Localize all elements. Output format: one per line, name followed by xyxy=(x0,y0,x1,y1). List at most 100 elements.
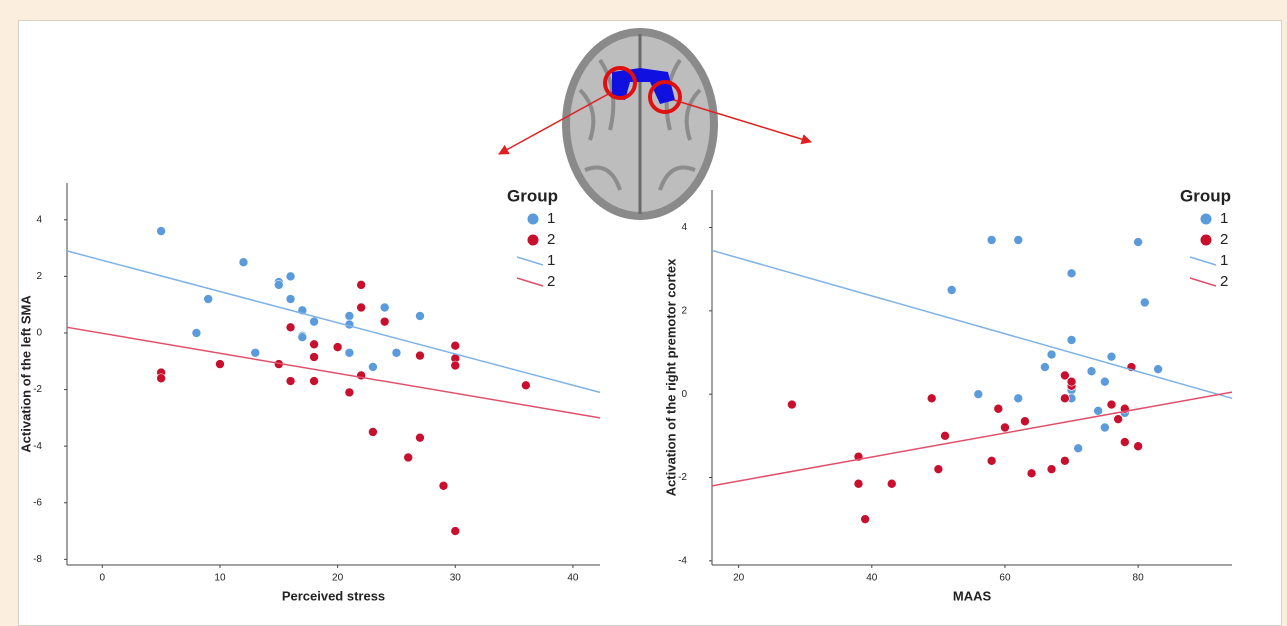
data-point xyxy=(345,348,354,357)
legend-label: 2 xyxy=(1220,231,1228,248)
data-point xyxy=(1140,298,1149,307)
legend-line xyxy=(1190,257,1216,265)
data-point xyxy=(1087,367,1096,376)
x-tick-label: 20 xyxy=(332,573,344,584)
legend-label: 2 xyxy=(1220,273,1228,290)
data-point xyxy=(887,479,896,488)
data-point xyxy=(1100,377,1109,386)
data-point xyxy=(1114,415,1123,424)
data-point xyxy=(1067,336,1076,345)
data-point xyxy=(415,351,424,360)
x-tick-label: 40 xyxy=(866,573,878,584)
data-point xyxy=(368,428,377,437)
data-point xyxy=(1154,365,1163,374)
data-point xyxy=(787,400,796,409)
legend-label: 1 xyxy=(1220,210,1228,227)
legend-label: 2 xyxy=(547,273,555,290)
y-tick-label: 4 xyxy=(36,214,42,225)
data-point xyxy=(251,348,260,357)
x-tick-label: 60 xyxy=(999,573,1011,584)
data-point xyxy=(204,295,213,304)
data-point xyxy=(987,456,996,465)
data-point xyxy=(1047,465,1056,474)
y-tick-label: -6 xyxy=(33,497,42,508)
data-point xyxy=(157,374,166,383)
data-point xyxy=(987,236,996,245)
data-point xyxy=(415,433,424,442)
x-tick-label: 30 xyxy=(450,573,462,584)
data-point xyxy=(239,258,248,267)
y-axis-title: Activation of the left SMA xyxy=(18,295,33,453)
legend-title: Group xyxy=(507,186,558,205)
data-point xyxy=(1014,236,1023,245)
x-tick-label: 20 xyxy=(733,573,745,584)
data-point xyxy=(274,280,283,289)
legend-marker xyxy=(1201,214,1212,225)
data-point xyxy=(451,527,460,536)
legend-line xyxy=(1190,278,1216,286)
data-point xyxy=(1067,269,1076,278)
data-point xyxy=(861,515,870,524)
data-point xyxy=(286,377,295,386)
fit-line xyxy=(67,327,600,418)
data-point xyxy=(333,343,342,352)
y-tick-label: -4 xyxy=(33,441,42,452)
data-point xyxy=(404,453,413,462)
legend-line xyxy=(517,278,543,286)
y-axis-title: Activation of the right premotor cortex xyxy=(663,258,678,496)
y-tick-label: 4 xyxy=(681,222,687,233)
data-point xyxy=(1094,406,1103,415)
data-point xyxy=(380,317,389,326)
legend-label: 1 xyxy=(547,252,555,269)
data-point xyxy=(310,353,319,362)
legend-marker xyxy=(528,235,539,246)
x-tick-label: 0 xyxy=(100,573,106,584)
legend-label: 2 xyxy=(547,231,555,248)
data-point xyxy=(439,481,448,490)
data-point xyxy=(934,465,943,474)
x-tick-label: 40 xyxy=(567,573,579,584)
data-point xyxy=(521,381,530,390)
figure: 010203040-8-6-4-2024Perceived stressActi… xyxy=(0,0,1287,626)
data-point xyxy=(994,404,1003,413)
y-tick-label: -2 xyxy=(33,384,42,395)
x-tick-label: 10 xyxy=(214,573,226,584)
data-point xyxy=(215,360,224,369)
data-point xyxy=(1000,423,1009,432)
legend-title: Group xyxy=(1180,186,1231,205)
y-tick-label: 2 xyxy=(681,305,687,316)
data-point xyxy=(1060,456,1069,465)
data-point xyxy=(1014,394,1023,403)
data-point xyxy=(380,303,389,312)
data-point xyxy=(286,295,295,304)
data-point xyxy=(1120,438,1129,447)
data-point xyxy=(415,311,424,320)
data-point xyxy=(392,348,401,357)
y-tick-label: 0 xyxy=(681,389,687,400)
data-point xyxy=(1067,377,1076,386)
data-point xyxy=(192,328,201,337)
data-point xyxy=(357,280,366,289)
legend-label: 1 xyxy=(1220,252,1228,269)
data-point xyxy=(927,394,936,403)
data-point xyxy=(157,227,166,236)
legend-line xyxy=(517,257,543,265)
data-point xyxy=(1040,363,1049,372)
data-point xyxy=(941,431,950,440)
data-point xyxy=(1074,444,1083,453)
legend-label: 1 xyxy=(547,210,555,227)
data-point xyxy=(1107,400,1116,409)
data-point xyxy=(451,361,460,370)
data-point xyxy=(947,286,956,295)
x-axis-title: MAAS xyxy=(953,588,992,603)
data-point xyxy=(310,377,319,386)
data-point xyxy=(286,323,295,332)
data-point xyxy=(1020,417,1029,426)
data-point xyxy=(1027,469,1036,478)
data-point xyxy=(298,333,307,342)
page: {"chart_data": [ {"type": "scatter", "x_… xyxy=(0,0,1287,626)
data-point xyxy=(357,303,366,312)
y-tick-label: 2 xyxy=(36,271,42,282)
